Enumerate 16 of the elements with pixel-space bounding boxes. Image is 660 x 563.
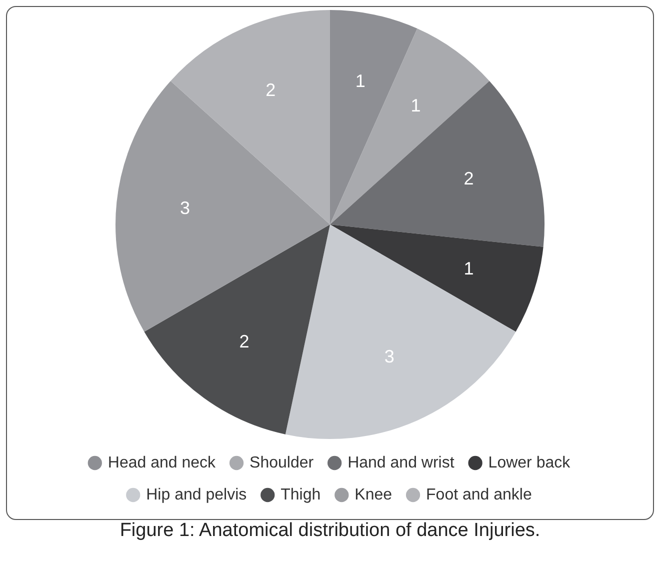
legend-label: Hip and pelvis: [146, 486, 247, 504]
data-label: 2: [464, 168, 474, 188]
data-label: 1: [355, 70, 366, 91]
legend-label: Hand and wrist: [348, 454, 455, 472]
data-label: 3: [180, 198, 190, 218]
caption: Figure 1: Anatomical distribution of dance Injuries.: [118, 520, 542, 542]
data-label: 2: [266, 80, 276, 100]
legend-label: Thigh: [280, 486, 321, 504]
legend-label: Head and neck: [108, 454, 217, 472]
legend-label: Shoulder: [250, 454, 314, 472]
legend-label: Lower back: [488, 454, 572, 472]
data-label: 2: [239, 331, 250, 352]
data-label: 1: [410, 95, 421, 116]
data-label: 1: [464, 258, 474, 279]
legend-label: Foot and ankle: [426, 486, 532, 504]
legend-label: Knee: [354, 486, 392, 504]
